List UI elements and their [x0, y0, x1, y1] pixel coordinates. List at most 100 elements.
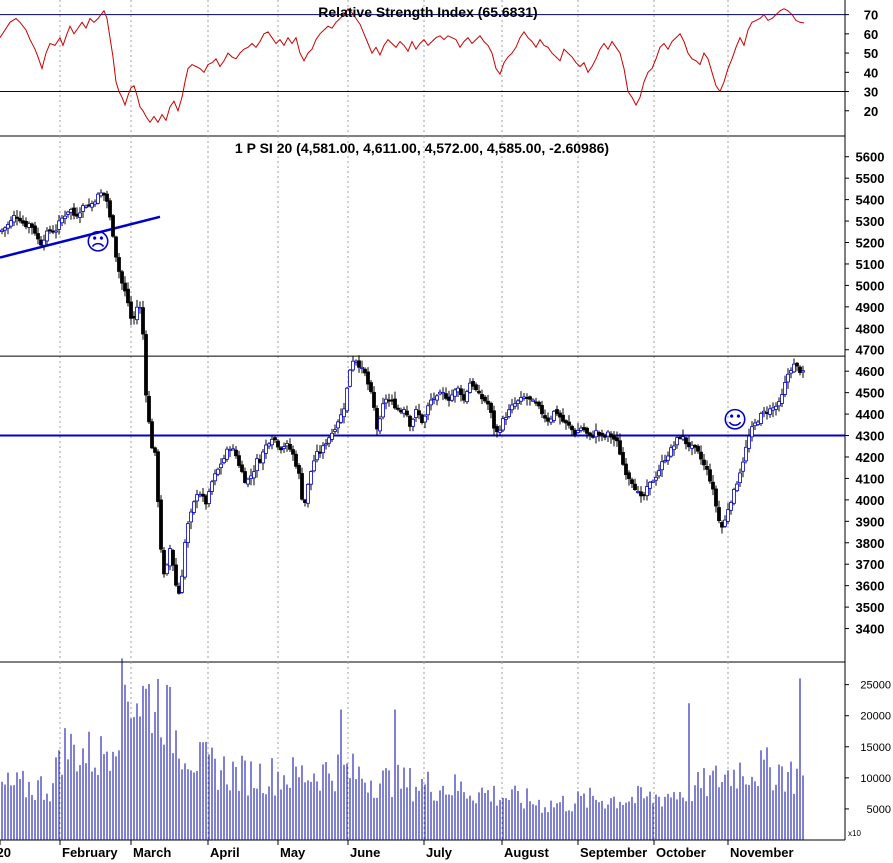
candle-body: [537, 401, 541, 407]
candle: [453, 388, 457, 403]
candle-body: [6, 224, 10, 229]
candle-body: [597, 431, 601, 435]
candle-body: [93, 201, 97, 205]
candle: [729, 500, 733, 515]
candle-body: [54, 230, 58, 233]
candle: [111, 213, 115, 238]
candle: [351, 356, 355, 372]
candle: [45, 227, 49, 246]
month-label: June: [350, 845, 380, 860]
candle: [384, 394, 388, 410]
candle: [117, 252, 121, 279]
candle-body: [645, 486, 649, 497]
price-tick-label: 5000: [856, 278, 885, 293]
candle-body: [63, 215, 67, 220]
candle: [489, 401, 493, 419]
candle-body: [684, 437, 688, 445]
candle: [195, 489, 199, 509]
candle: [174, 558, 178, 587]
candle-body: [528, 396, 532, 400]
candle-body: [201, 493, 205, 497]
candle: [321, 442, 325, 459]
candle: [549, 415, 553, 425]
candle: [567, 415, 571, 429]
candle-body: [246, 478, 250, 485]
rsi-tick-label: 40: [864, 65, 878, 80]
candle: [102, 192, 106, 201]
candle: [333, 424, 337, 435]
candle-body: [342, 408, 346, 418]
candle-body: [222, 458, 226, 464]
candle-body: [747, 435, 751, 449]
candle: [603, 433, 607, 441]
candle-body: [681, 436, 685, 440]
candle-body: [66, 211, 70, 215]
candle-body: [378, 418, 382, 432]
candle: [306, 483, 310, 508]
candle-body: [399, 409, 403, 413]
candle: [612, 431, 616, 447]
volume-tick-label: 15000: [860, 742, 891, 754]
candle-body: [21, 220, 25, 224]
candle-body: [180, 575, 184, 593]
candle: [606, 430, 610, 442]
candle-body: [231, 448, 235, 451]
candle-body: [285, 443, 289, 447]
candle: [648, 481, 652, 496]
price-tick-label: 3900: [856, 514, 885, 529]
candle-body: [363, 368, 367, 374]
candle-body: [744, 446, 748, 462]
candle: [630, 477, 634, 488]
month-label: 2020: [0, 845, 11, 860]
candle-body: [618, 440, 622, 455]
candle-body: [477, 390, 481, 394]
candle: [210, 479, 214, 496]
candle-body: [300, 473, 304, 500]
candle: [543, 409, 547, 423]
candle-body: [393, 398, 397, 409]
candle: [795, 361, 799, 372]
candle-body: [648, 481, 652, 489]
candle-body: [459, 388, 463, 396]
candle: [753, 418, 757, 431]
candle: [42, 234, 46, 251]
candle: [444, 387, 448, 401]
candle-body: [693, 444, 697, 448]
candle: [213, 469, 217, 486]
candle-body: [462, 394, 466, 401]
candle-body: [627, 472, 631, 480]
price-tick-label: 4800: [856, 321, 885, 336]
candle: [282, 442, 286, 453]
candle-body: [339, 414, 343, 423]
candle-body: [465, 391, 469, 403]
candle-body: [99, 192, 103, 197]
candle-body: [657, 470, 661, 477]
candle: [672, 441, 676, 456]
candle: [225, 446, 229, 462]
candle-body: [534, 401, 538, 404]
candle: [540, 400, 544, 418]
candle: [285, 440, 289, 452]
candle-body: [576, 430, 580, 433]
candle-body: [453, 389, 457, 397]
candle: [462, 388, 466, 404]
candle-body: [264, 444, 268, 454]
candle: [432, 392, 436, 405]
candle-body: [327, 437, 331, 444]
candle: [525, 393, 529, 406]
price-tick-label: 3500: [856, 600, 885, 615]
candle-body: [144, 334, 148, 396]
candle: [342, 403, 346, 424]
candle: [399, 407, 403, 415]
price-tick-label: 4500: [856, 386, 885, 401]
candle-body: [780, 394, 784, 404]
candle-body: [486, 400, 490, 405]
month-label: July: [426, 845, 453, 860]
candle-body: [450, 394, 454, 401]
candle: [132, 311, 136, 325]
candle: [96, 192, 100, 205]
candle: [297, 463, 301, 480]
price-tick-label: 4700: [856, 343, 885, 358]
candle-body: [741, 461, 745, 472]
